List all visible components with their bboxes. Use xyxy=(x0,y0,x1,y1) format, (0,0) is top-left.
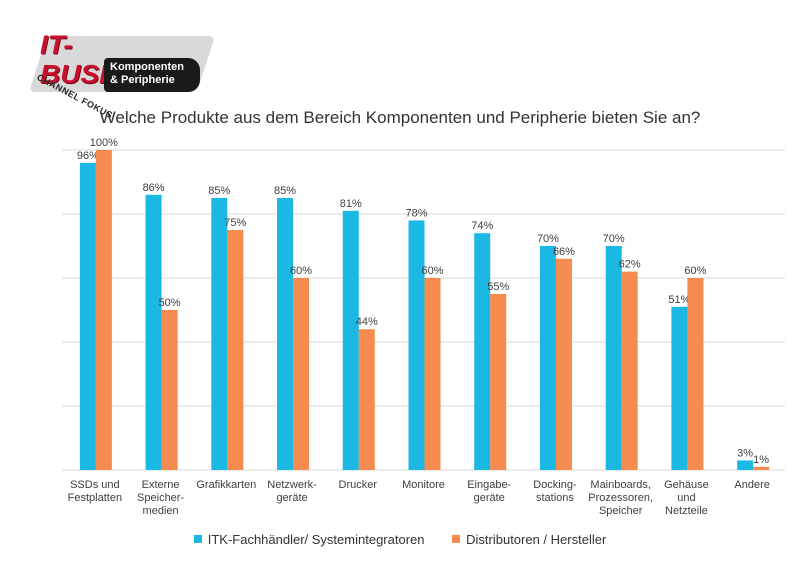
legend-item-series2: Distributoren / Hersteller xyxy=(452,532,606,547)
category-label-line: Speicher- xyxy=(137,492,184,504)
category-label-line: geräte xyxy=(474,492,505,504)
data-label: 60% xyxy=(684,265,706,277)
category-label: Mainboards, Prozessoren, Speicher xyxy=(588,479,653,517)
data-label: 51% xyxy=(668,294,690,306)
category-label-line: stations xyxy=(536,492,574,504)
bar-series1 xyxy=(474,233,491,470)
bar-series1 xyxy=(277,198,294,470)
bar-series2 xyxy=(293,278,310,470)
category-label-line: SSDs und xyxy=(70,479,120,491)
category-label-line: Prozessoren, xyxy=(588,492,653,504)
category-label: Drucker xyxy=(339,479,378,491)
data-label: 55% xyxy=(487,281,509,293)
category-label-line: Festplatten xyxy=(68,492,122,504)
bar-series2 xyxy=(555,258,572,470)
bar-series1 xyxy=(671,306,688,470)
bar-series1 xyxy=(408,220,425,470)
bar-series1 xyxy=(342,210,359,471)
category-label-line: Netzwerk- xyxy=(267,479,317,491)
category-label-line: Monitore xyxy=(402,479,445,491)
data-label: 100% xyxy=(90,137,118,149)
data-label: 96% xyxy=(77,150,99,162)
legend-item-series1: ITK-Fachhändler/ Systemintegratoren xyxy=(193,531,425,547)
legend-swatch-series1 xyxy=(193,535,202,543)
category-label-line: Netzteile xyxy=(665,505,708,517)
category-label-line: Mainboards, xyxy=(590,479,651,491)
category-label-line: Grafikkarten xyxy=(196,479,256,491)
category-label: Grafikkarten xyxy=(196,479,256,491)
bar-series2 xyxy=(687,278,704,470)
bar-series2 xyxy=(490,294,507,470)
data-label: 60% xyxy=(290,265,312,277)
category-label: Eingabe-geräte xyxy=(467,479,511,504)
bar-series1 xyxy=(605,246,622,470)
bar-series1 xyxy=(539,246,556,470)
category-label: Monitore xyxy=(402,479,445,491)
data-label: 81% xyxy=(340,198,362,210)
category-label: Netzwerk-geräte xyxy=(267,479,317,504)
logo-subtitle-line1: Komponenten xyxy=(110,61,184,73)
category-label-line: Externe xyxy=(142,479,180,491)
data-label: 60% xyxy=(421,265,443,277)
chart-title: Welche Produkte aus dem Bereich Komponen… xyxy=(99,108,701,127)
bar-series2 xyxy=(424,278,441,470)
data-label: 86% xyxy=(143,182,165,194)
bar-series1 xyxy=(211,198,228,470)
bar-series2 xyxy=(227,230,244,470)
legend-label-series1: ITK-Fachhändler/ Systemintegratoren xyxy=(207,531,425,547)
it-business-logo: IT-BUSINESS CHANNEL FOKUS Komponenten & … xyxy=(28,28,216,120)
category-label-line: Speicher xyxy=(599,505,643,517)
data-label: 44% xyxy=(356,316,378,328)
legend-label-series2: Distributoren / Hersteller xyxy=(466,531,607,547)
category-label: Externe Speicher-medien xyxy=(137,479,184,517)
bar-series2 xyxy=(753,466,770,470)
data-label: 3% xyxy=(737,447,753,459)
data-label: 78% xyxy=(405,207,427,219)
category-label-line: Andere xyxy=(734,479,769,491)
category-label: Gehäuse und Netzteile xyxy=(664,479,709,517)
data-label: 85% xyxy=(274,185,296,197)
data-label: 70% xyxy=(537,233,559,245)
data-label: 62% xyxy=(619,259,641,271)
category-label-line: Docking- xyxy=(533,479,577,491)
category-label-line: Gehäuse xyxy=(664,479,709,491)
data-label: 1% xyxy=(753,454,769,466)
chart-legend: ITK-Fachhändler/ Systemintegratoren Dist… xyxy=(0,531,800,547)
category-label-line: Eingabe- xyxy=(467,479,511,491)
bar-series2 xyxy=(358,329,375,470)
data-label: 85% xyxy=(208,185,230,197)
bar-series1 xyxy=(79,162,96,471)
category-label: Andere xyxy=(734,479,769,491)
category-label: Docking-stations xyxy=(533,479,577,504)
data-label: 50% xyxy=(159,297,181,309)
logo-subtitle-line2: & Peripherie xyxy=(110,74,175,86)
data-label: 70% xyxy=(603,233,625,245)
logo-subtitle: Komponenten & Peripherie xyxy=(110,61,200,87)
bar-series2 xyxy=(621,271,638,470)
bar-series2 xyxy=(95,150,112,470)
category-label-line: medien xyxy=(143,505,179,517)
bar-series2 xyxy=(161,310,178,470)
bar-series1 xyxy=(145,194,162,471)
category-label-line: Drucker xyxy=(339,479,378,491)
bar-series1 xyxy=(737,460,754,470)
legend-swatch-series2 xyxy=(452,535,461,543)
logo-sub-box xyxy=(104,58,200,92)
category-label: SSDs und Festplatten xyxy=(68,479,122,504)
data-label: 75% xyxy=(224,217,246,229)
data-label: 74% xyxy=(471,220,493,232)
category-label-line: geräte xyxy=(276,492,307,504)
data-label: 66% xyxy=(553,246,575,258)
category-label-line: und xyxy=(677,492,695,504)
